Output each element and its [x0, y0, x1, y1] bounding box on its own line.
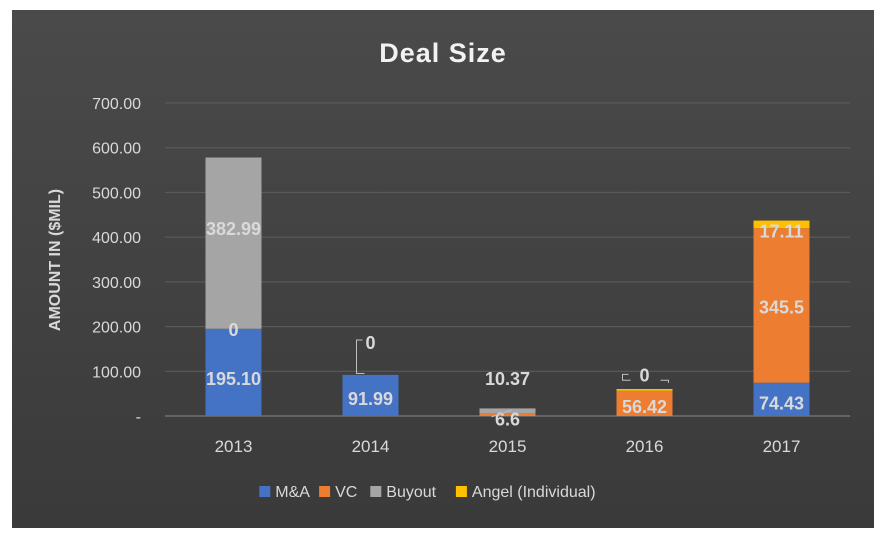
y-tick-label: 100.00 — [92, 364, 141, 381]
data-label: 345.5 — [759, 297, 804, 317]
gridlines — [165, 102, 850, 417]
legend-label: Angel (Individual) — [472, 484, 596, 501]
legend-swatch — [455, 486, 467, 497]
legend-label: Buyout — [386, 484, 436, 501]
legend-label: VC — [335, 484, 357, 501]
x-tick-label: 2014 — [352, 437, 390, 456]
y-tick-label: 500.00 — [92, 185, 141, 202]
y-tick-label: 200.00 — [92, 320, 141, 337]
data-label-leader — [660, 379, 669, 383]
data-label-leader — [622, 373, 631, 381]
bar-segment — [479, 408, 536, 414]
legend-swatch — [259, 486, 271, 497]
bar-segment — [205, 157, 262, 329]
legend-swatch — [319, 486, 331, 497]
data-label: 10.37 — [485, 369, 530, 389]
y-tick-label: 300.00 — [92, 275, 141, 292]
chart-title: Deal Size — [379, 38, 507, 68]
y-tick-label: 700.00 — [92, 96, 141, 113]
bars — [205, 157, 810, 416]
bar-segment — [342, 374, 399, 416]
x-tick-label: 2017 — [763, 437, 801, 456]
y-axis-ticks: - 100.00 200.00 300.00 400.00 500.00 600.00 700… — [92, 96, 141, 426]
data-label-leader — [491, 409, 512, 418]
y-axis-label: AMOUNT IN ($MIL) — [47, 189, 64, 331]
data-label: 0 — [228, 320, 238, 340]
bar-segment — [753, 220, 810, 229]
x-axis-ticks: 2013 2014 2015 2016 2017 — [215, 437, 801, 456]
data-label: 56.42 — [622, 397, 667, 417]
x-tick-label: 2015 — [489, 437, 527, 456]
data-label: 0 — [365, 333, 375, 353]
legend-swatch — [370, 486, 382, 497]
data-label: 6.6 — [495, 410, 520, 430]
y-tick-label: 600.00 — [92, 141, 141, 158]
legend-label: M&A — [275, 484, 310, 501]
bar-segment — [616, 390, 673, 416]
legend: M&A VC Buyout Angel (Individual) — [259, 484, 596, 501]
bar-segment — [616, 388, 673, 391]
bar-segment — [753, 228, 810, 383]
bar-segment — [205, 328, 262, 416]
data-label: 17.11 — [759, 221, 803, 241]
x-tick-label: 2016 — [626, 437, 664, 456]
chart-background — [12, 10, 874, 528]
data-label: 91.99 — [348, 389, 393, 409]
y-tick-label: 400.00 — [92, 230, 141, 247]
y-tick-label: - — [136, 409, 141, 426]
data-label: 382.99 — [206, 219, 261, 239]
data-label: 0 — [639, 365, 649, 385]
data-labels: 195.10 0 382.99 91.99 0 6.6 10.37 56.42 0 74.43 34… — [206, 219, 804, 429]
x-tick-label: 2013 — [215, 437, 253, 456]
data-label-leader — [356, 339, 365, 375]
bar-segment — [753, 382, 810, 416]
data-label: 195.10 — [206, 369, 261, 389]
data-label: 74.43 — [759, 394, 804, 414]
bar-segment — [479, 413, 536, 416]
